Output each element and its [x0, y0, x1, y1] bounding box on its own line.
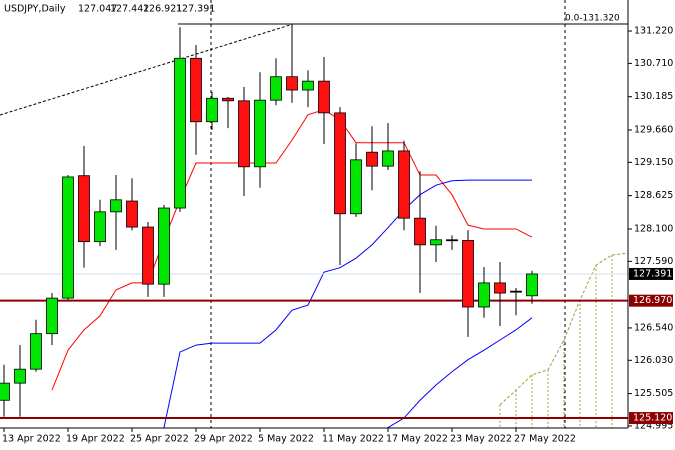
trend-line: [0, 24, 291, 116]
y-tick-label: 130.710: [634, 58, 673, 69]
candle-body: [446, 239, 458, 242]
plot: [0, 24, 629, 428]
candle-body: [126, 200, 138, 228]
indicator-line: [387, 317, 533, 428]
price-label: 125.120: [633, 413, 672, 424]
candle-body: [174, 57, 186, 209]
x-tick-label: 5 May 2022: [258, 434, 314, 445]
candle-body: [398, 150, 410, 219]
candle-body: [318, 80, 330, 114]
y-tick-label: 130.185: [634, 91, 673, 102]
candle-body: [510, 290, 522, 293]
candle-body: [302, 80, 314, 91]
x-tick-label: 17 May 2022: [386, 434, 448, 445]
candle-body: [254, 99, 266, 168]
y-tick-label: 124.995: [634, 420, 673, 431]
candle-body: [142, 226, 154, 285]
price-label: 127.391: [633, 268, 672, 279]
y-tick-label: 131.220: [634, 26, 673, 37]
x-tick-label: 11 May 2022: [322, 434, 384, 445]
price-label-bg: [629, 412, 673, 425]
candle-body: [382, 150, 394, 167]
candle-body: [62, 176, 74, 299]
candle-body: [30, 333, 42, 370]
candle-body: [78, 175, 90, 243]
candle-body: [206, 97, 218, 123]
price-label-bg: [629, 267, 673, 280]
fib-label: 0.0-131.320: [565, 14, 620, 24]
candle-body: [526, 273, 538, 297]
y-tick-label: 129.660: [634, 124, 673, 135]
x-tick-label: 19 Apr 2022: [66, 434, 125, 445]
price-label: 126.970: [633, 295, 672, 306]
candle-body: [14, 368, 26, 384]
candle-body: [270, 76, 282, 101]
x-tick-label: 25 Apr 2022: [130, 434, 189, 445]
candle-body: [350, 159, 362, 215]
candle-body: [46, 297, 58, 335]
candle-body: [94, 211, 106, 243]
y-tick-label: 126.540: [634, 322, 673, 333]
x-tick-label: 23 May 2022: [450, 434, 512, 445]
candle-body: [478, 282, 490, 308]
candle-body: [222, 97, 234, 102]
ohlc-low: 126.921: [143, 4, 182, 15]
candle-body: [190, 57, 202, 123]
ohlc-close: 127.391: [176, 4, 215, 15]
indicator-line: [51, 109, 533, 391]
y-tick-label: 128.100: [634, 223, 673, 234]
x-tick-label: 29 Apr 2022: [194, 434, 253, 445]
candle-body: [110, 199, 122, 213]
ohlc-open: 127.047: [78, 4, 117, 15]
ohlc-high: 127.442: [110, 4, 149, 15]
y-tick-label: 126.030: [634, 355, 673, 366]
candle-body: [366, 151, 378, 167]
candle-body: [158, 207, 170, 285]
indicator-line: [163, 179, 532, 428]
symbol: USDJPY,Daily: [4, 4, 66, 15]
candle-body: [286, 76, 298, 91]
y-tick-label: 129.150: [634, 157, 673, 168]
candle-body: [0, 382, 10, 401]
candle-body: [238, 100, 250, 168]
y-tick-label: 127.590: [634, 256, 673, 267]
candle-body: [494, 282, 506, 294]
y-tick-label: 128.625: [634, 190, 673, 201]
y-tick-label: 125.505: [634, 388, 673, 399]
price-label-bg: [629, 294, 673, 307]
candle-body: [334, 112, 346, 215]
candle-body: [462, 239, 474, 308]
x-tick-label: 13 Apr 2022: [2, 434, 61, 445]
x-tick-label: 27 May 2022: [514, 434, 576, 445]
candle-body: [414, 217, 426, 246]
candle-body: [430, 239, 442, 246]
